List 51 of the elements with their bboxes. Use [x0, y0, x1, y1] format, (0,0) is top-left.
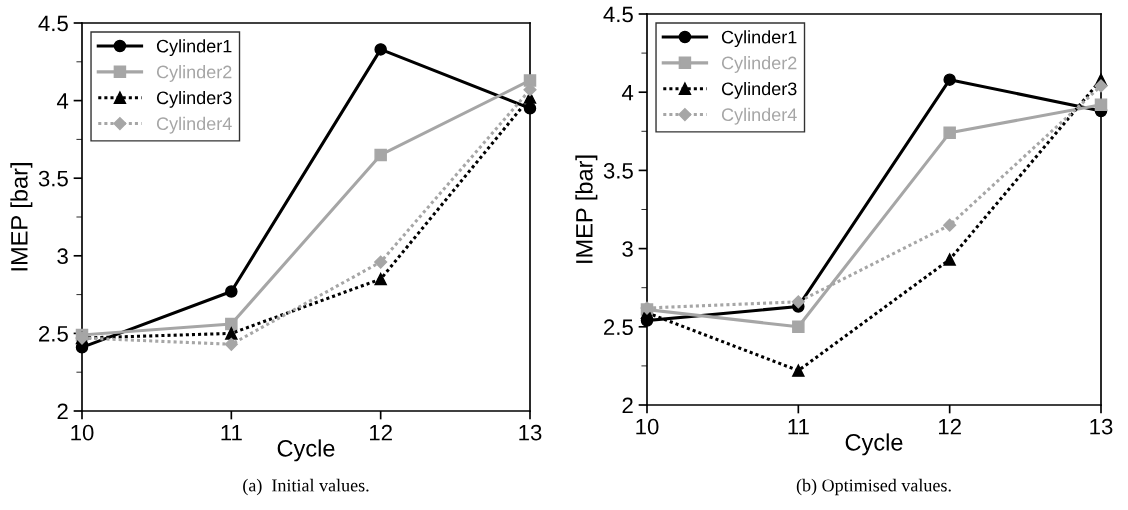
x-tick-label: 11: [221, 425, 242, 441]
y-tick-label: 3: [622, 241, 633, 257]
x-tick-label: 12: [370, 424, 392, 441]
y-tick-label: 2.5: [39, 325, 68, 342]
y-tick-label: 4.5: [603, 6, 633, 23]
point: [1094, 79, 1108, 93]
point: [225, 317, 238, 331]
text: (a) Initial values.: [243, 478, 369, 496]
y-tick-label: 2: [57, 403, 68, 420]
point: [791, 295, 805, 309]
point: [225, 327, 238, 340]
legend-label: Cylinder1: [156, 39, 232, 57]
y-tick-label: 3.5: [38, 170, 68, 187]
legend-label: Cylinder4: [721, 107, 797, 125]
legend-label: Cylinder1: [721, 30, 797, 48]
x-tick-label: 12: [939, 418, 961, 435]
y-axis-title: IMEP [bar]: [10, 163, 33, 271]
point: [943, 253, 956, 266]
x-tick-label: 11: [788, 419, 809, 435]
legend-label: Cylinder3: [721, 81, 797, 99]
point: [374, 148, 387, 162]
point: [225, 285, 238, 298]
point: [1094, 98, 1108, 111]
x-axis-title: Cycle: [277, 439, 335, 462]
point: [792, 364, 805, 377]
legend-label: Cylinder3: [156, 90, 232, 108]
x-tick-label: 13: [1090, 418, 1113, 435]
legend-label: Cylinder2: [156, 65, 232, 82]
point: [943, 73, 956, 86]
y-tick-label: 4.5: [38, 15, 68, 32]
x-tick-label: 10: [71, 424, 94, 441]
text: (b) Optimised values.: [796, 478, 951, 496]
point: [792, 320, 805, 334]
y-tick-label: 4: [621, 84, 634, 101]
y-tick-label: 2.5: [604, 319, 633, 336]
y-tick-label: 4: [56, 93, 69, 109]
point: [943, 126, 956, 140]
legend-label: Cylinder2: [721, 56, 797, 73]
y-tick-label: 2: [622, 397, 633, 414]
point: [374, 43, 387, 56]
x-tick-label: 10: [636, 418, 659, 435]
y-axis-title: IMEP [bar]: [575, 155, 598, 263]
point: [374, 272, 387, 286]
legend-label: Cylinder4: [156, 116, 232, 134]
y-tick-label: 3.5: [603, 162, 633, 179]
point: [224, 337, 238, 351]
y-tick-label: 3: [57, 248, 68, 265]
x-tick-label: 13: [519, 424, 542, 441]
point: [374, 255, 388, 269]
x-axis-title: Cycle: [845, 433, 903, 456]
point: [943, 218, 957, 232]
